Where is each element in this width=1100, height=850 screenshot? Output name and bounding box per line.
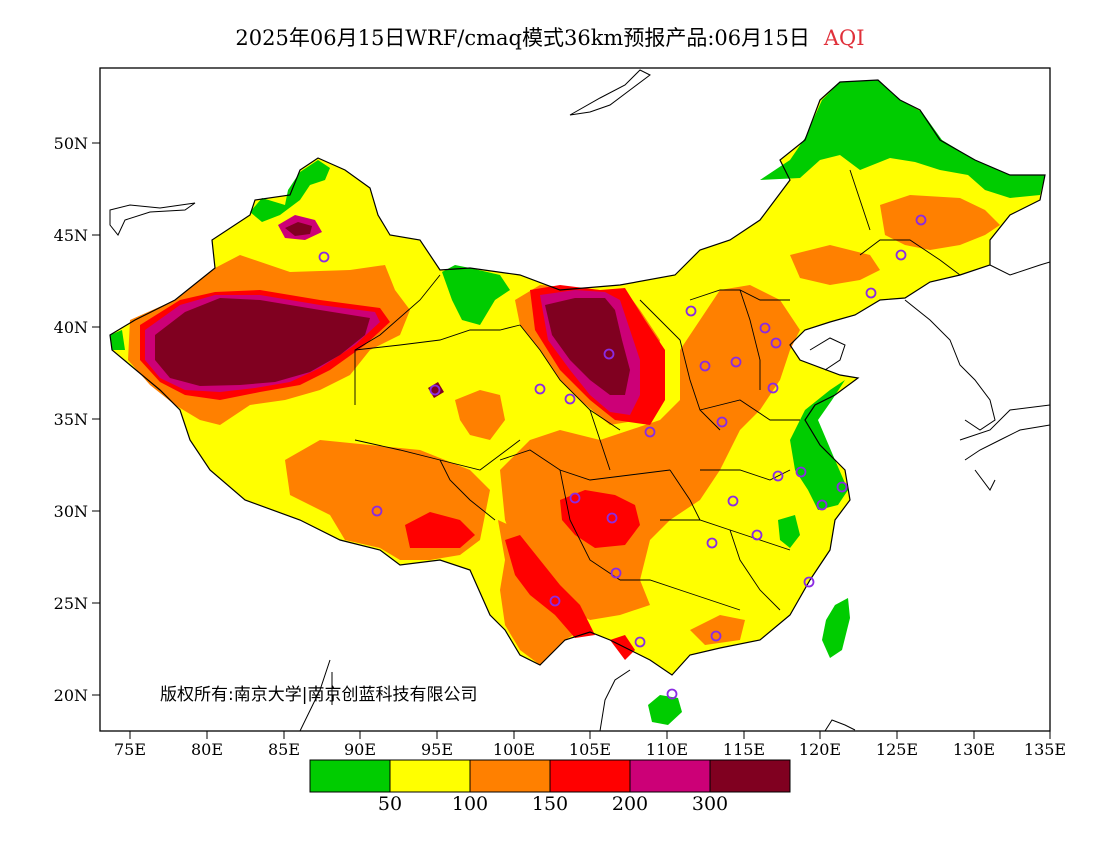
china-outline — [109, 79, 1046, 676]
station-markers — [318, 214, 927, 700]
zone-north-hazardous — [285, 222, 312, 236]
station-marker — [549, 595, 561, 607]
x-tick-label: 120E — [799, 740, 841, 759]
legend-label: 300 — [691, 793, 729, 815]
y-tick-label: 45N — [54, 226, 88, 245]
copyright-text: 版权所有:南京大学|南京创蓝科技有限公司 — [160, 685, 478, 705]
zone-inner-mongolia-green — [442, 265, 510, 325]
y-tick-label: 30N — [54, 502, 88, 521]
neighbor-coastlines — [109, 69, 1050, 731]
station-marker — [803, 576, 815, 588]
station-marker — [606, 512, 618, 524]
station-marker — [816, 499, 828, 511]
legend-label: 100 — [451, 793, 489, 815]
legend-label: 150 — [531, 793, 569, 815]
station-marker — [569, 492, 581, 504]
station-marker — [603, 348, 615, 360]
legend-swatch-hazardous — [710, 760, 790, 792]
station-marker — [710, 630, 722, 642]
station-marker — [685, 305, 697, 317]
legend-label: 50 — [377, 793, 403, 815]
map-title: 2025年06月15日WRF/cmaq模式36km预报产品:06月15日 AQI — [0, 22, 1100, 52]
station-marker — [666, 688, 678, 700]
x-tick-label: 90E — [344, 740, 376, 759]
zone-hunan-red — [610, 635, 635, 660]
x-tick-label: 85E — [268, 740, 300, 759]
parameter-label: AQI — [823, 26, 865, 50]
station-marker — [759, 322, 771, 334]
zone-central-orange — [500, 285, 800, 620]
zone-west-green — [110, 330, 125, 350]
legend-swatch-good — [310, 760, 390, 792]
station-marker — [716, 416, 728, 428]
plot-frame — [99, 67, 1051, 732]
station-marker — [564, 393, 576, 405]
station-marker — [429, 384, 441, 396]
station-marker — [699, 360, 711, 372]
zone-fujian-green — [778, 515, 800, 548]
legend-swatch-very-unhealthy — [630, 760, 710, 792]
x-tick-label: 130E — [953, 740, 995, 759]
station-marker — [730, 356, 742, 368]
station-marker — [727, 495, 739, 507]
zone-sichuan-red — [560, 490, 640, 548]
station-marker — [534, 383, 546, 395]
station-marker — [610, 567, 622, 579]
zone-ordos-hazardous — [545, 298, 630, 395]
title-text: 2025年06月15日WRF/cmaq模式36km预报产品:06月15日 — [235, 26, 810, 50]
legend-colorbar — [309, 759, 791, 793]
y-tick-label: 35N — [54, 410, 88, 429]
zone-guangxi-orange — [690, 615, 745, 645]
station-marker — [706, 537, 718, 549]
zone-qinghai-orange — [455, 390, 505, 440]
y-tick-label: 40N — [54, 318, 88, 337]
legend-label: 200 — [611, 793, 649, 815]
x-tick-label: 115E — [723, 740, 765, 759]
x-tick-label: 95E — [421, 740, 453, 759]
station-marker — [634, 636, 646, 648]
y-tick-label: 50N — [54, 134, 88, 153]
legend-swatch-unhealthy — [550, 760, 630, 792]
y-tick-label: 20N — [54, 686, 88, 705]
station-marker — [770, 337, 782, 349]
station-marker — [772, 470, 784, 482]
legend-labels: 50 100 150 200 300 — [0, 793, 1100, 823]
station-marker — [751, 529, 763, 541]
zone-northeast-orange — [880, 195, 1000, 250]
station-marker — [795, 466, 807, 478]
x-tick-label: 105E — [569, 740, 611, 759]
zone-east-coast-green — [790, 380, 848, 510]
zone-yunnan-red — [505, 535, 595, 638]
taiwan-island — [822, 598, 850, 658]
map-field — [109, 69, 1050, 731]
x-tick-label: 125E — [876, 740, 918, 759]
x-tick-label: 80E — [191, 740, 223, 759]
province-boundaries — [354, 169, 961, 611]
x-tick-label: 100E — [493, 740, 535, 759]
station-marker — [318, 251, 330, 263]
station-marker — [836, 481, 848, 493]
hainan-island — [648, 695, 682, 725]
station-marker — [371, 505, 383, 517]
zone-north-xinjiang-green — [250, 160, 330, 222]
y-tick-label: 25N — [54, 594, 88, 613]
x-tick-label: 110E — [646, 740, 688, 759]
legend-swatch-sensitive — [470, 760, 550, 792]
legend-swatch-moderate — [390, 760, 470, 792]
zone-xinjiang-hazardous — [155, 298, 370, 386]
x-tick-label: 135E — [1024, 740, 1066, 759]
zone-hebei-orange — [790, 245, 880, 285]
station-marker — [865, 287, 877, 299]
station-marker — [915, 214, 927, 226]
zone-northeast-green — [760, 80, 1045, 198]
zone-tibet-red — [405, 512, 475, 548]
station-marker — [644, 426, 656, 438]
x-axis: 75E 80E 85E 90E 95E 100E 105E 110E 115E … — [114, 731, 1066, 759]
y-axis: 50N 45N 40N 35N 30N 25N 20N — [54, 134, 100, 705]
x-tick-label: 75E — [114, 740, 146, 759]
station-marker — [767, 382, 779, 394]
station-marker — [895, 249, 907, 261]
